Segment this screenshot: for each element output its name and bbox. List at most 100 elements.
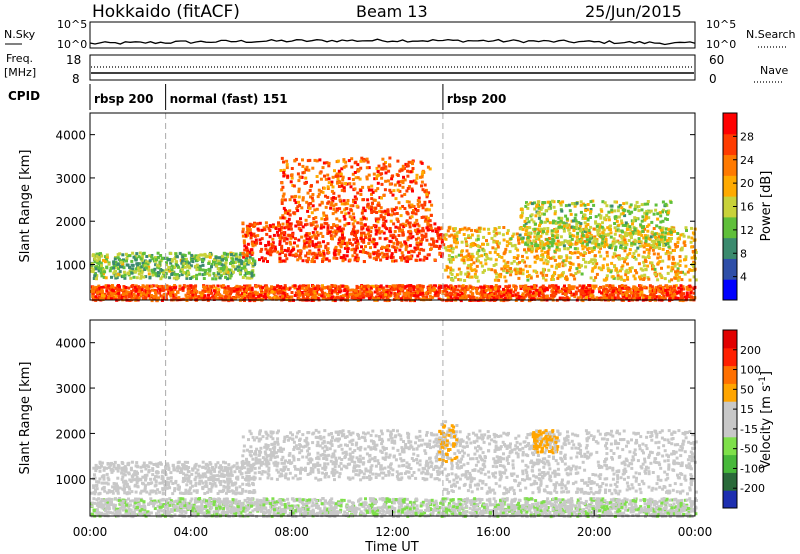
heatmap-cell bbox=[378, 209, 382, 213]
heatmap-cell bbox=[683, 244, 687, 247]
heatmap-cell bbox=[372, 256, 376, 260]
heatmap-cell bbox=[174, 296, 178, 300]
heatmap-cell bbox=[307, 202, 311, 206]
heatmap-cell bbox=[521, 227, 525, 231]
heatmap-cell bbox=[334, 286, 338, 290]
heatmap-cell bbox=[253, 243, 257, 247]
heatmap-cell bbox=[621, 264, 625, 268]
heatmap-cell bbox=[338, 207, 342, 211]
heatmap-cell bbox=[365, 177, 369, 181]
heatmap-cell bbox=[307, 284, 311, 288]
heatmap-cell bbox=[245, 231, 249, 235]
heatmap-cell bbox=[614, 248, 617, 252]
heatmap-cell bbox=[552, 219, 555, 223]
heatmap-cell bbox=[181, 264, 185, 268]
heatmap-cell bbox=[187, 271, 190, 275]
heatmap-cell bbox=[632, 255, 636, 259]
heatmap-cell bbox=[632, 294, 636, 297]
heatmap-cell bbox=[421, 294, 425, 298]
heatmap-cell bbox=[526, 270, 529, 274]
heatmap-cell bbox=[326, 195, 330, 199]
heatmap-cell bbox=[521, 292, 525, 296]
heatmap-cell bbox=[289, 236, 293, 240]
heatmap-cell bbox=[362, 157, 366, 161]
heatmap-cell bbox=[422, 258, 426, 262]
heatmap-cell bbox=[426, 220, 430, 224]
heatmap-cell bbox=[418, 200, 421, 204]
heatmap-cell bbox=[401, 164, 405, 168]
heatmap-cell bbox=[467, 234, 471, 238]
heatmap-cell bbox=[563, 289, 567, 292]
heatmap-cell bbox=[353, 201, 357, 204]
heatmap-cell bbox=[412, 288, 416, 291]
heatmap-cell bbox=[304, 168, 308, 172]
heatmap-cell bbox=[260, 237, 264, 241]
heatmap-cell bbox=[182, 261, 186, 265]
heatmap-cell bbox=[270, 242, 274, 246]
heatmap-cell bbox=[523, 248, 526, 252]
heatmap-cell bbox=[154, 259, 158, 263]
heatmap-cell bbox=[416, 209, 420, 212]
heatmap-cell bbox=[352, 230, 356, 234]
heatmap-cell bbox=[362, 159, 366, 163]
heatmap-cell bbox=[356, 286, 359, 290]
heatmap-cell bbox=[379, 206, 383, 210]
heatmap-cell bbox=[137, 286, 141, 290]
heatmap-cell bbox=[222, 265, 226, 269]
heatmap-cell bbox=[287, 227, 291, 231]
heatmap-cell bbox=[685, 229, 688, 232]
heatmap-cell bbox=[506, 229, 510, 233]
heatmap-cell bbox=[130, 271, 134, 275]
heatmap-cell bbox=[344, 182, 348, 185]
heatmap-cell bbox=[207, 262, 211, 265]
heatmap-cell bbox=[524, 264, 528, 268]
heatmap-cell bbox=[223, 252, 226, 256]
heatmap-cell bbox=[296, 244, 300, 248]
heatmap-cell bbox=[245, 295, 249, 298]
heatmap-cell bbox=[297, 290, 300, 294]
heatmap-cell bbox=[290, 295, 294, 299]
heatmap-cell bbox=[103, 292, 107, 296]
heatmap-cell bbox=[422, 248, 426, 252]
heatmap-cell bbox=[254, 285, 258, 289]
heatmap-cell bbox=[122, 270, 126, 274]
heatmap-cell bbox=[319, 231, 323, 235]
heatmap-cell bbox=[297, 162, 301, 166]
heatmap-cell bbox=[144, 293, 148, 297]
heatmap-cell bbox=[477, 226, 481, 230]
heatmap-cell bbox=[421, 226, 425, 230]
heatmap-cell bbox=[639, 277, 643, 281]
heatmap-cell bbox=[642, 250, 646, 254]
heatmap-cell bbox=[580, 272, 584, 276]
heatmap-cell bbox=[545, 273, 549, 277]
heatmap-cell bbox=[351, 288, 355, 292]
heatmap-cell bbox=[469, 290, 473, 294]
heatmap-cell bbox=[313, 227, 317, 231]
heatmap-cell bbox=[633, 285, 637, 289]
heatmap-cell bbox=[580, 230, 584, 234]
heatmap-cell bbox=[353, 291, 357, 295]
heatmap-cell bbox=[678, 237, 681, 241]
heatmap-cell bbox=[473, 268, 477, 272]
heatmap-cell bbox=[528, 226, 532, 230]
heatmap-cell bbox=[534, 249, 538, 253]
heatmap-cell bbox=[475, 296, 479, 300]
heatmap-cell bbox=[140, 293, 144, 297]
heatmap-cell bbox=[321, 260, 324, 263]
heatmap-cell bbox=[617, 215, 621, 219]
heatmap-cell bbox=[265, 232, 269, 236]
heatmap-cell bbox=[281, 294, 285, 298]
heatmap-cell bbox=[112, 289, 116, 293]
heatmap-cell bbox=[502, 252, 506, 256]
heatmap-cell bbox=[436, 234, 440, 237]
heatmap-cell bbox=[399, 223, 403, 227]
heatmap-cell bbox=[266, 249, 270, 253]
heatmap-cell bbox=[496, 253, 500, 256]
heatmap-cell bbox=[297, 238, 301, 242]
heatmap-cell bbox=[299, 217, 302, 221]
heatmap-cell bbox=[634, 257, 638, 261]
heatmap-cell bbox=[601, 264, 605, 268]
heatmap-cell bbox=[354, 296, 358, 299]
heatmap-cell bbox=[150, 284, 154, 288]
heatmap-cell bbox=[313, 292, 317, 296]
